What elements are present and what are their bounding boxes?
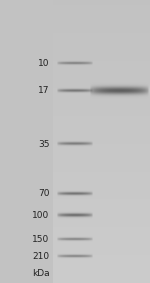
Text: kDa: kDa [32, 269, 50, 278]
Text: 70: 70 [38, 189, 50, 198]
Text: 100: 100 [32, 211, 50, 220]
Text: 17: 17 [38, 86, 50, 95]
Text: 35: 35 [38, 140, 50, 149]
Text: 210: 210 [32, 252, 50, 261]
Text: 150: 150 [32, 235, 50, 244]
Text: 10: 10 [38, 59, 50, 68]
